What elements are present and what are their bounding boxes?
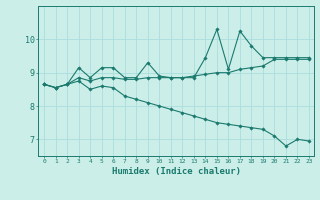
X-axis label: Humidex (Indice chaleur): Humidex (Indice chaleur) bbox=[111, 167, 241, 176]
